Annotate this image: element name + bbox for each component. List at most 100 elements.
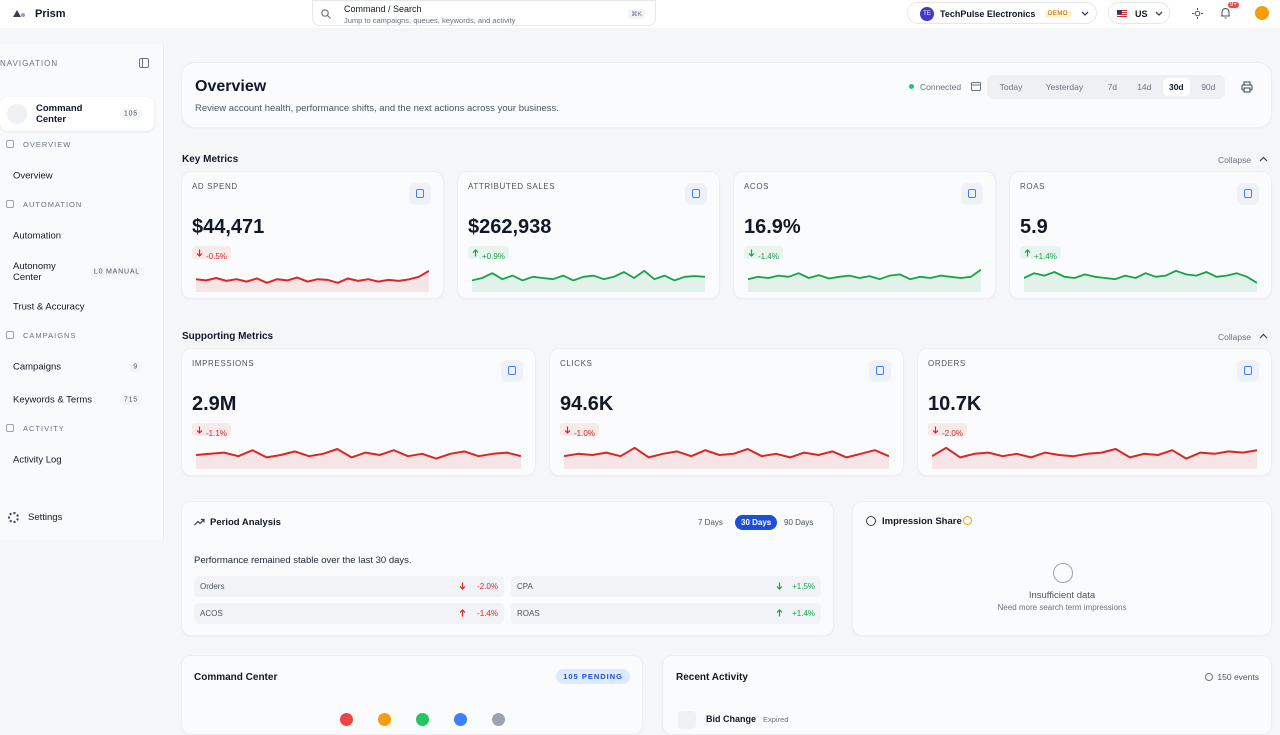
nav-item[interactable]: Trust & Accuracy <box>0 293 154 321</box>
status-dot <box>909 84 914 89</box>
range-button[interactable]: 30d <box>1162 78 1190 96</box>
change-value: -1.4% <box>758 252 779 261</box>
arrow <box>459 609 466 617</box>
section-label: AUTOMATION <box>23 200 83 209</box>
collapse-button[interactable]: Collapse <box>1218 155 1252 165</box>
nav-item[interactable]: Settings <box>0 506 154 530</box>
sparkline <box>472 269 705 292</box>
region: US <box>1135 9 1148 19</box>
period-row: ACOS -1.4% <box>194 603 504 624</box>
nav-item[interactable]: Command Center 105 <box>0 97 154 131</box>
sparkline-line <box>748 268 981 281</box>
change-value: -1.0% <box>574 429 595 438</box>
collapse-button[interactable]: Collapse <box>1218 332 1252 342</box>
metric-change: -0.5% <box>192 246 231 261</box>
metric-icon-glyph <box>876 366 884 375</box>
status: Connected <box>920 82 962 92</box>
range-button[interactable]: Yesterday <box>1045 82 1084 92</box>
section-icon <box>6 140 14 148</box>
metric-change: -1.4% <box>744 246 783 261</box>
period-tab[interactable]: 30 Days <box>735 515 778 530</box>
period-row-change: +1.5% <box>792 582 815 591</box>
metric-value: 94.6K <box>560 393 614 415</box>
nav-badge: 9 <box>129 361 142 373</box>
metric-card: ACOS 16.9% -1.4% <box>733 171 996 299</box>
metric-icon <box>685 183 707 205</box>
chevron-up <box>1259 156 1268 162</box>
nav-item[interactable]: Automation <box>0 222 154 250</box>
section-icon <box>6 200 14 208</box>
range-button[interactable]: 7d <box>1107 82 1118 92</box>
sparkline-line <box>196 269 429 284</box>
search-box[interactable]: Command / Search Jump to campaigns, queu… <box>312 0 656 26</box>
nav-item[interactable]: Autonomy Center L0 MANUAL <box>0 255 154 289</box>
metric-card: AD SPEND $44,471 -0.5% <box>181 171 444 299</box>
theme-icon[interactable] <box>1192 8 1203 19</box>
range-button[interactable]: 90d <box>1201 82 1216 92</box>
arrow <box>196 426 203 434</box>
sparkline-line <box>472 269 705 282</box>
metric-icon-glyph <box>692 189 700 198</box>
change-value: -1.1% <box>206 429 227 438</box>
nav-label: Keywords & Terms <box>13 394 93 406</box>
arrow <box>472 248 479 256</box>
period-tab[interactable]: 90 Days <box>784 518 814 527</box>
chevron <box>1081 11 1089 16</box>
print-button[interactable] <box>1235 75 1259 99</box>
empty-icon <box>1053 563 1073 583</box>
period-tab[interactable]: 7 Days <box>698 518 723 527</box>
period-row-label: ACOS <box>200 609 223 618</box>
activity-title: Bid Change <box>706 714 757 724</box>
arrow-icon <box>776 609 783 617</box>
arrow-icon <box>776 582 783 590</box>
logo: Prism <box>35 8 66 20</box>
account-switcher[interactable]: TE TechPulse Electronics DEMO <box>907 2 1097 24</box>
arrow <box>1024 248 1031 256</box>
notification-count: 9+ <box>1228 2 1239 8</box>
region-switcher[interactable]: US <box>1108 2 1170 24</box>
metric-card: CLICKS 94.6K -1.0% <box>549 348 904 476</box>
arrow-icon <box>932 426 939 434</box>
clock-icon <box>1205 673 1213 681</box>
nav-item[interactable]: Activity Log <box>0 446 154 474</box>
page-title: Overview <box>195 78 267 95</box>
calendar-icon[interactable] <box>971 81 981 91</box>
section-label: CAMPAIGNS <box>23 331 77 340</box>
nav-item[interactable]: Keywords & Terms 715 <box>0 386 154 414</box>
nav-label: Campaigns <box>13 361 62 373</box>
period-row-label: Orders <box>200 582 225 591</box>
section-title: Key Metrics <box>182 154 239 165</box>
collapse-sidebar[interactable] <box>139 58 149 68</box>
period-row-change: -2.0% <box>477 582 498 591</box>
flag <box>1117 10 1127 17</box>
nav-label: Activity Log <box>13 454 62 466</box>
nav-label: Trust & Accuracy <box>13 301 85 313</box>
sparkline <box>196 448 521 469</box>
metric-icon-glyph <box>508 366 516 375</box>
change-value: +1.4% <box>1034 252 1057 261</box>
nav-item[interactable]: Campaigns 9 <box>0 353 154 381</box>
metric-icon <box>1237 360 1259 382</box>
user-avatar[interactable] <box>1255 6 1269 20</box>
range-button[interactable]: 14d <box>1137 82 1152 92</box>
metric-icon-glyph <box>416 189 424 198</box>
metric-change: -2.0% <box>928 423 967 438</box>
metric-icon-glyph <box>968 189 976 198</box>
period-row: ROAS +1.4% <box>511 603 821 624</box>
nav-item[interactable]: Overview <box>0 162 154 190</box>
bell-icon[interactable] <box>1220 7 1231 19</box>
activity-icon <box>678 711 696 729</box>
sparkline <box>932 446 1257 469</box>
range-button[interactable]: Today <box>999 82 1023 92</box>
metric-icon <box>869 360 891 382</box>
sparkline-line <box>932 446 1257 460</box>
sparkline-area <box>932 447 1257 469</box>
section-label: OVERVIEW <box>23 140 72 149</box>
trend-icon <box>194 518 205 526</box>
change-value: -2.0% <box>942 429 963 438</box>
sparkline-line <box>196 448 521 460</box>
card-title: Period Analysis <box>210 517 281 528</box>
period-row-change: -1.4% <box>477 609 498 618</box>
nav-badge: L0 MANUAL <box>89 266 144 278</box>
